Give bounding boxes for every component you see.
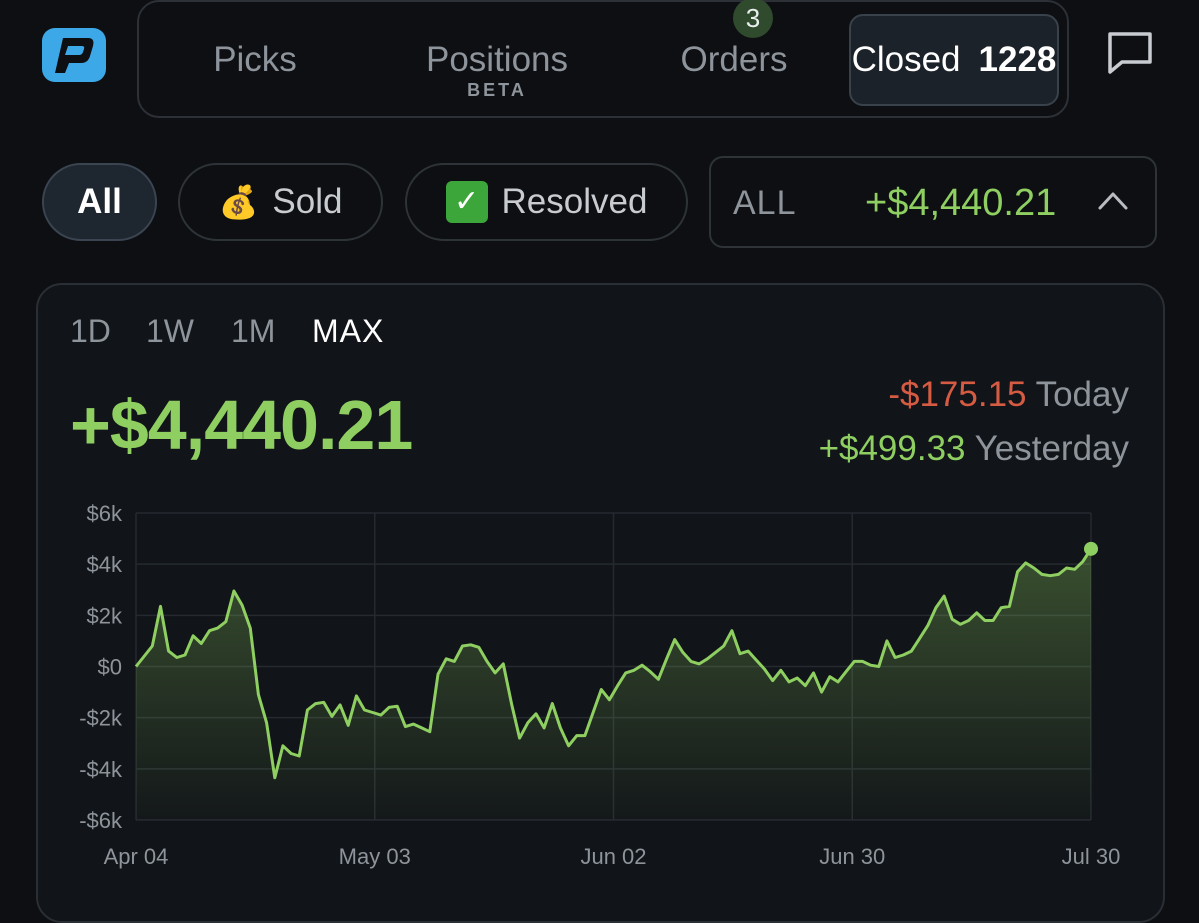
y-tick-label: -$4k (79, 757, 123, 782)
yesterday-label: Yesterday (974, 429, 1129, 468)
today-pnl-row: -$175.15 Today (888, 375, 1129, 415)
timeframe-1d[interactable]: 1D (70, 313, 111, 349)
yesterday-pnl-row: +$499.33 Yesterday (819, 429, 1129, 469)
timeframe-max[interactable]: MAX (312, 313, 385, 349)
tab-positions[interactable]: Positions BETA (397, 40, 597, 100)
filter-sold-label: Sold (272, 182, 343, 221)
filter-sold-button[interactable]: 💰 Sold (178, 163, 383, 241)
view-tabs: Picks Positions BETA 3 Orders Closed 122… (137, 0, 1069, 118)
pnl-chart: $6k $4k $2k $0 -$2k -$4k -$6k Apr 04 May 03 Jun … (79, 501, 1121, 869)
app-logo-icon (42, 28, 106, 82)
tab-picks[interactable]: Picks (213, 40, 297, 79)
filter-resolved-label: Resolved (501, 182, 648, 221)
x-tick-label: Jul 30 (1062, 844, 1121, 869)
x-tick-label: Apr 04 (104, 844, 169, 869)
beta-label: BETA (467, 80, 527, 100)
today-pnl-value: -$175.15 (888, 375, 1027, 414)
range-label: ALL (733, 184, 797, 222)
money-bag-icon: 💰 (218, 184, 259, 220)
tab-closed-label: Closed (851, 40, 961, 79)
yesterday-pnl-value: +$499.33 (818, 429, 966, 468)
chevron-up-icon (1098, 192, 1128, 210)
range-pnl-value: +$4,440.21 (865, 182, 1057, 224)
tab-orders[interactable]: Orders (680, 40, 788, 79)
timeframe-1w[interactable]: 1W (146, 313, 194, 349)
x-tick-label: Jun 30 (819, 844, 885, 869)
today-label: Today (1035, 375, 1129, 414)
y-tick-label: $4k (87, 552, 123, 577)
tab-closed[interactable]: Closed 1228 (849, 14, 1059, 106)
x-tick-label: Jun 02 (580, 844, 646, 869)
chat-icon[interactable] (1106, 30, 1154, 76)
y-tick-label: $6k (87, 501, 123, 526)
filter-all-label: All (77, 182, 122, 221)
pnl-area (136, 548, 1091, 820)
range-summary-dropdown[interactable]: ALL +$4,440.21 (709, 156, 1157, 248)
total-pnl: +$4,440.21 (70, 386, 413, 464)
y-tick-label: $2k (87, 603, 123, 628)
timeframe-1m[interactable]: 1M (231, 313, 276, 349)
y-tick-label: -$2k (79, 706, 123, 731)
filter-resolved-button[interactable]: ✓ Resolved (405, 163, 688, 241)
last-point-marker (1084, 541, 1098, 556)
positions-count-badge: 3 (733, 0, 773, 38)
y-tick-label: -$6k (79, 808, 123, 833)
y-tick-label: $0 (98, 655, 122, 680)
closed-count: 1228 (978, 40, 1057, 79)
tab-positions-label: Positions (425, 40, 569, 79)
x-tick-label: May 03 (339, 844, 411, 869)
check-box-icon: ✓ (445, 181, 488, 223)
pnl-line (134, 547, 1093, 780)
filter-all-button[interactable]: All (42, 163, 157, 241)
